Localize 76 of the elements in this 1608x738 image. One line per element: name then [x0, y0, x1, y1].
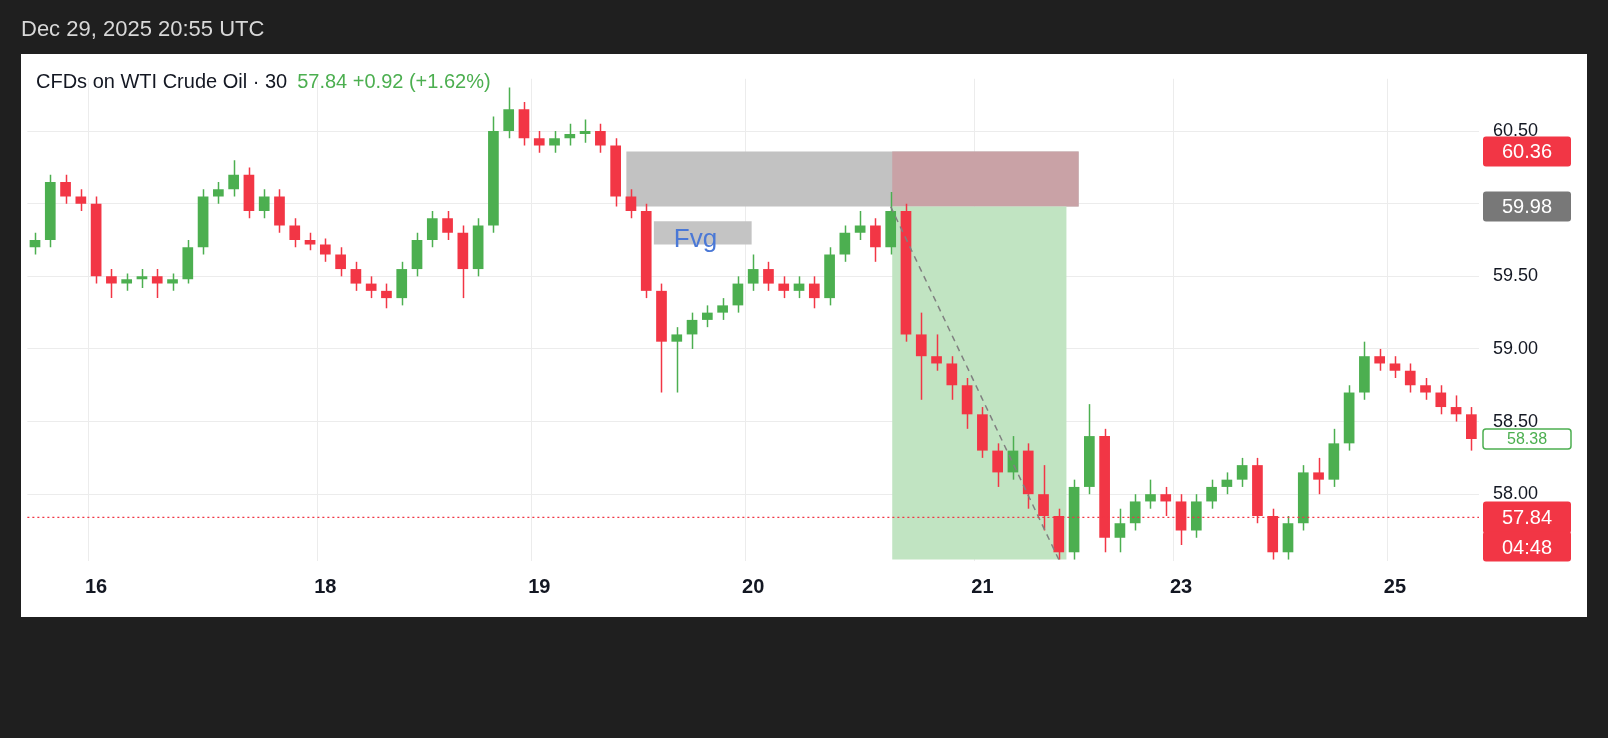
candlestick [426, 210, 438, 249]
candlestick [671, 326, 683, 394]
candlestick [1313, 457, 1324, 495]
chart-title: CFDs on WTI Crude Oil · 30 [36, 70, 288, 92]
ref-line-label: 57.84 [1501, 505, 1553, 528]
candlestick [808, 275, 820, 310]
x-tick-label: 18 [314, 574, 337, 597]
candlestick [1129, 493, 1141, 532]
x-tick-label: 23 [1169, 574, 1193, 597]
candlestick [1221, 471, 1233, 495]
candlestick [533, 130, 545, 154]
candlestick [1145, 478, 1156, 510]
y-tick-label: 58.50 [1493, 410, 1539, 431]
x-tick-label: 20 [742, 574, 765, 597]
text: Dec 29, 2025 20:55 UTC [21, 16, 265, 42]
band-label: Fvg [673, 223, 718, 254]
candlestick [1435, 384, 1447, 416]
candlestick [564, 123, 576, 147]
candlestick [106, 268, 117, 299]
candlestick [595, 123, 606, 154]
candlestick [686, 311, 698, 350]
candlestick [381, 282, 392, 310]
candlestick [1404, 362, 1416, 394]
candlestick [258, 188, 270, 219]
candlestick [1389, 355, 1401, 379]
candlestick [701, 304, 713, 328]
candlestick [1374, 348, 1386, 372]
candlestick [289, 217, 301, 249]
candlestick [228, 159, 239, 198]
candlestick [213, 181, 224, 205]
y-tick-label: 60.50 [1493, 120, 1539, 141]
candlestick [75, 188, 87, 212]
x-tick-label: 25 [1383, 574, 1407, 597]
candlestick [870, 217, 881, 263]
candlestick [946, 355, 958, 401]
candlestick [1420, 377, 1431, 401]
candlestick [763, 261, 774, 292]
candlestick [365, 275, 377, 299]
x-tick-label: 19 [528, 574, 551, 597]
y-tick-label: 59.00 [1493, 337, 1539, 358]
chart-subtitle: 57.84 +0.92 (+1.62%) [297, 70, 491, 92]
candlestick [1236, 457, 1248, 488]
candlestick [549, 130, 560, 154]
candlestick [1114, 507, 1126, 554]
candlestick [747, 253, 759, 292]
text: 58.38 [1506, 430, 1548, 448]
candlestick [839, 224, 851, 263]
candlestick [1160, 486, 1172, 517]
text: 60.36 [1501, 139, 1553, 162]
candlestick [793, 275, 805, 299]
x-tick-label: 16 [85, 574, 108, 597]
candlestick [1206, 478, 1217, 510]
candlestick [350, 261, 362, 292]
candlestick [625, 188, 637, 219]
y-tick-label: 59.50 [1493, 265, 1539, 286]
candlestick [931, 333, 942, 372]
candlestick [579, 118, 591, 144]
candlestick [992, 442, 1004, 488]
candlestick [151, 268, 163, 299]
candlestick [1450, 394, 1462, 423]
candlestick [29, 232, 41, 256]
candlestick [915, 311, 927, 401]
candlestick [717, 297, 728, 321]
candlestick [319, 237, 331, 263]
candlestick [136, 268, 148, 289]
x-tick-label: 21 [971, 574, 994, 597]
candlestick [442, 210, 453, 241]
candlestick [854, 210, 866, 241]
candlestick [778, 275, 790, 299]
y-tick-label: 58.00 [1493, 483, 1539, 504]
candlestick [60, 173, 71, 205]
text: 04:48 [1501, 535, 1553, 558]
candlestick [732, 275, 744, 314]
candlestick [335, 246, 346, 278]
text: 59.98 [1501, 195, 1553, 218]
candlestick [503, 86, 515, 140]
